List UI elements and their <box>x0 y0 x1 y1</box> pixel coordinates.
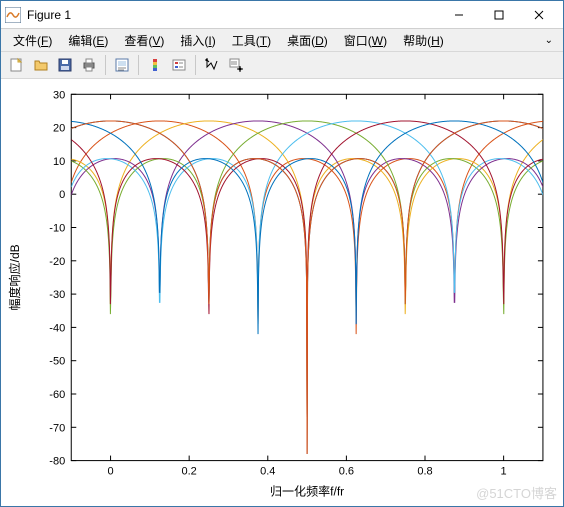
close-button[interactable] <box>519 2 559 28</box>
menu-t[interactable]: 工具(T) <box>224 30 279 51</box>
menu-e[interactable]: 编辑(E) <box>60 30 116 51</box>
new-figure-icon[interactable] <box>5 54 29 76</box>
minimize-button[interactable] <box>439 2 479 28</box>
open-icon[interactable] <box>29 54 53 76</box>
ytick-label: -20 <box>49 256 65 268</box>
figure-window: Figure 1 文件(F)编辑(E)查看(V)插入(I)工具(T)桌面(D)窗… <box>0 0 564 507</box>
toolbar-dropdown-icon[interactable]: ⌄ <box>539 35 559 46</box>
window-title: Figure 1 <box>27 8 439 22</box>
ytick-label: -70 <box>49 422 65 434</box>
xtick-label: 0.6 <box>339 466 354 478</box>
ylabel: 幅度响应/dB <box>7 244 22 310</box>
menu-w[interactable]: 窗口(W) <box>336 30 395 51</box>
ytick-label: 0 <box>59 189 65 201</box>
menu-h[interactable]: 帮助(H) <box>395 30 452 51</box>
maximize-button[interactable] <box>479 2 519 28</box>
colorbar-icon[interactable] <box>143 54 167 76</box>
ytick-label: -50 <box>49 356 65 368</box>
xtick-label: 0.8 <box>417 466 432 478</box>
xtick-label: 0.2 <box>182 466 197 478</box>
ytick-label: -30 <box>49 289 65 301</box>
xlabel: 归一化频率f/fr <box>270 484 344 499</box>
ytick-label: -40 <box>49 322 65 334</box>
ytick-label: 10 <box>53 156 65 168</box>
axes[interactable]: 0 0.2 0.4 0.6 0.8 1 -80 -70 -60 -50 -40 -30 -20 -10 0 1… <box>1 79 563 506</box>
print-preview-icon[interactable] <box>110 54 134 76</box>
toolbar-separator <box>138 55 139 75</box>
ytick-label: 30 <box>53 89 65 101</box>
xtick-label: 1 <box>501 466 507 478</box>
save-icon[interactable] <box>53 54 77 76</box>
legend-icon[interactable] <box>167 54 191 76</box>
ytick-label: 20 <box>53 123 65 135</box>
xtick-label: 0.4 <box>260 466 275 478</box>
menu-i[interactable]: 插入(I) <box>172 30 223 51</box>
ytick-label: -10 <box>49 223 65 235</box>
menu-v[interactable]: 查看(V) <box>116 30 172 51</box>
menu-f[interactable]: 文件(F) <box>5 30 60 51</box>
plot-area: 0 0.2 0.4 0.6 0.8 1 -80 -70 -60 -50 -40 -30 -20 -10 0 1… <box>1 79 563 506</box>
watermark: @51CTO博客 <box>476 483 557 502</box>
menu-d[interactable]: 桌面(D) <box>279 30 336 51</box>
toolbar <box>1 51 563 79</box>
toolbar-separator <box>195 55 196 75</box>
ytick-label: -80 <box>49 456 65 468</box>
titlebar: Figure 1 <box>1 1 563 29</box>
matlab-icon <box>5 7 21 23</box>
menubar: 文件(F)编辑(E)查看(V)插入(I)工具(T)桌面(D)窗口(W)帮助(H)… <box>1 29 563 51</box>
data-cursor-icon[interactable] <box>224 54 248 76</box>
print-icon[interactable] <box>77 54 101 76</box>
ytick-label: -60 <box>49 389 65 401</box>
xtick-label: 0 <box>107 466 113 478</box>
edit-plot-icon[interactable] <box>200 54 224 76</box>
toolbar-separator <box>105 55 106 75</box>
